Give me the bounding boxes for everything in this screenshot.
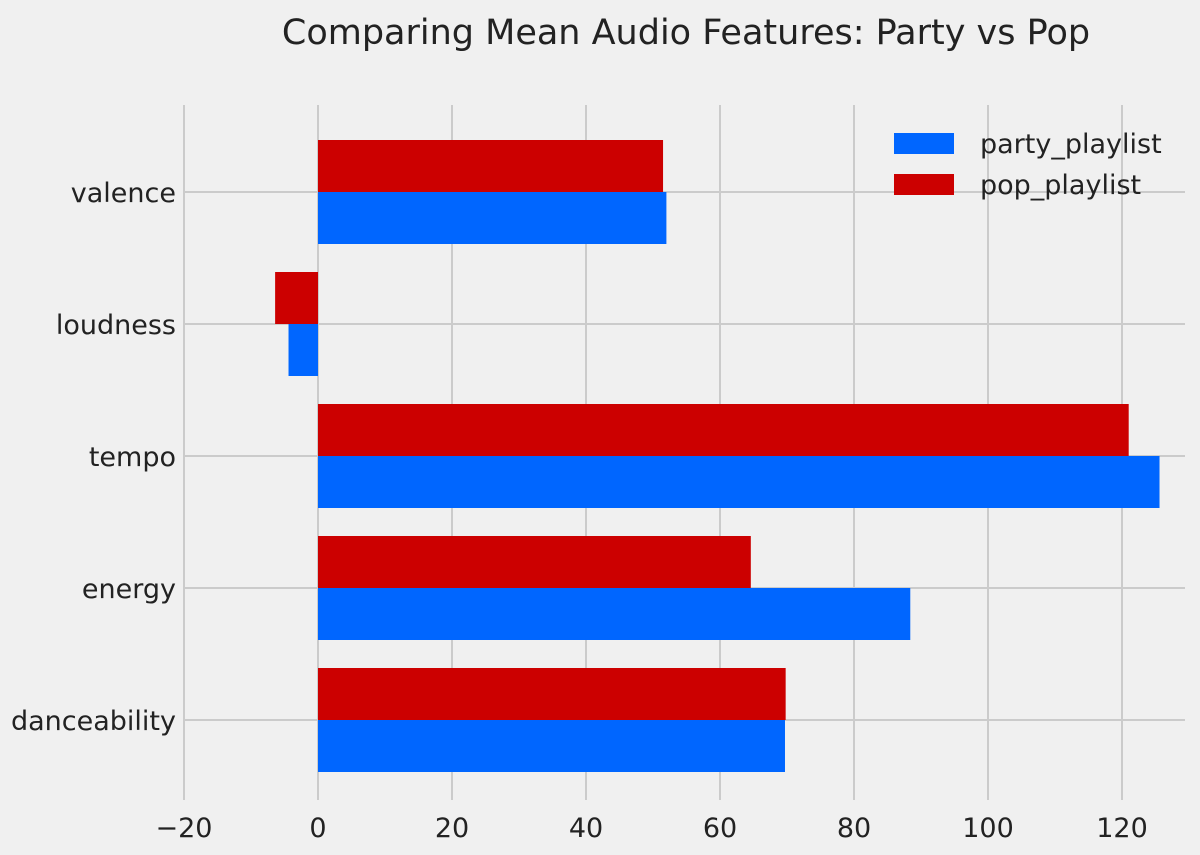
y-tick-label: valence xyxy=(71,178,176,209)
x-tick-label: 120 xyxy=(1096,813,1148,844)
bar-pop_playlist-danceability xyxy=(318,668,786,720)
legend: party_playlist pop_playlist xyxy=(894,129,1162,201)
x-tick-label: 80 xyxy=(837,813,871,844)
bar-party_playlist-valence xyxy=(318,192,667,244)
x-tick-label: 60 xyxy=(703,813,737,844)
bar-pop_playlist-tempo xyxy=(318,404,1129,456)
bar-party_playlist-tempo xyxy=(318,456,1160,508)
x-tick-label: −20 xyxy=(156,813,213,844)
bars xyxy=(275,140,1160,772)
legend-swatch-party_playlist xyxy=(894,133,954,154)
x-tick-label: 0 xyxy=(309,813,326,844)
bar-pop_playlist-valence xyxy=(318,140,664,192)
legend-label-party_playlist: party_playlist xyxy=(980,129,1162,160)
x-tick-labels: −20 0 20 40 60 80 100 120 xyxy=(156,813,1148,844)
legend-swatch-pop_playlist xyxy=(894,174,954,195)
y-tick-label: danceability xyxy=(11,706,176,737)
bar-pop_playlist-energy xyxy=(318,536,751,588)
bar-party_playlist-energy xyxy=(318,588,911,640)
y-tick-label: loudness xyxy=(56,310,176,341)
bar-party_playlist-danceability xyxy=(318,720,785,772)
y-tick-labels: danceability energy tempo loudness valence xyxy=(11,178,176,737)
y-tick-label: energy xyxy=(82,574,176,605)
bar-party_playlist-loudness xyxy=(288,324,318,376)
y-tick-label: tempo xyxy=(89,442,176,473)
legend-label-pop_playlist: pop_playlist xyxy=(980,170,1141,201)
bar-pop_playlist-loudness xyxy=(275,272,318,324)
x-tick-label: 20 xyxy=(435,813,469,844)
x-tick-label: 40 xyxy=(569,813,603,844)
chart-title: Comparing Mean Audio Features: Party vs … xyxy=(282,13,1090,53)
x-tick-label: 100 xyxy=(962,813,1014,844)
